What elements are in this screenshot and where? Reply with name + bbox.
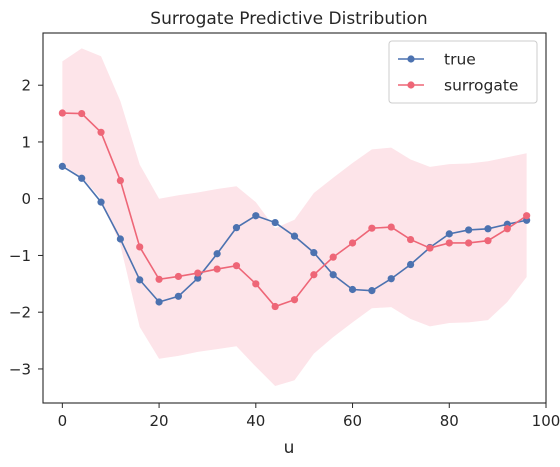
data-point-surrogate <box>426 244 434 252</box>
data-point-true <box>232 224 241 232</box>
data-point-true <box>252 212 260 220</box>
data-point-surrogate <box>136 243 144 251</box>
x-tick-label: 80 <box>440 412 459 430</box>
data-point-true <box>387 275 395 283</box>
data-point-true <box>78 174 86 182</box>
y-tick-label: −2 <box>9 304 31 322</box>
data-point-surrogate <box>232 262 241 270</box>
data-point-true <box>368 287 376 295</box>
data-point-true <box>445 230 453 238</box>
y-tick-label: 1 <box>21 133 31 151</box>
data-point-surrogate <box>310 271 318 279</box>
data-point-true <box>406 260 415 269</box>
y-tick-label: 2 <box>21 77 31 95</box>
data-point-surrogate <box>523 212 531 220</box>
data-point-surrogate <box>484 237 492 245</box>
legend-label-surrogate: surrogate <box>444 77 518 95</box>
data-point-surrogate <box>348 239 357 247</box>
x-axis-ticks: 0 20 40 60 80 100 <box>58 403 560 430</box>
x-tick-label: 60 <box>343 412 362 430</box>
data-point-true <box>329 271 337 279</box>
data-point-true <box>136 276 144 284</box>
data-point-surrogate <box>271 302 279 311</box>
x-tick-label: 100 <box>532 412 560 430</box>
legend-label-true: true <box>444 51 476 69</box>
legend: true surrogate <box>388 40 538 104</box>
data-point-true <box>271 218 279 227</box>
data-point-surrogate <box>194 269 202 277</box>
data-point-true <box>310 249 318 257</box>
data-point-surrogate <box>387 223 395 231</box>
series-layer <box>58 109 531 311</box>
data-point-true <box>194 274 202 282</box>
y-tick-label: −3 <box>9 360 31 378</box>
data-point-surrogate <box>290 296 299 304</box>
data-point-true <box>348 285 357 294</box>
x-tick-label: 0 <box>58 412 68 430</box>
surrogate-confidence-band <box>62 48 527 386</box>
y-tick-label: 0 <box>21 190 31 208</box>
data-point-surrogate <box>116 176 124 185</box>
data-point-surrogate <box>329 253 337 261</box>
legend-marker-true <box>407 55 415 63</box>
data-point-true <box>213 250 221 258</box>
data-point-true <box>97 198 105 206</box>
series-surrogate <box>58 109 531 311</box>
data-point-surrogate <box>97 128 105 136</box>
legend-box <box>388 40 538 104</box>
chart-title: Surrogate Predictive Distribution <box>150 9 427 29</box>
data-point-true <box>155 298 163 306</box>
x-tick-label: 20 <box>150 412 169 430</box>
data-point-surrogate <box>58 109 66 117</box>
data-point-surrogate <box>78 109 86 118</box>
data-point-true <box>116 235 124 243</box>
legend-marker-surrogate <box>407 81 415 89</box>
data-point-surrogate <box>155 275 163 283</box>
plot-frame <box>42 32 547 404</box>
x-tick-label: 40 <box>246 412 265 430</box>
data-point-surrogate <box>445 239 453 247</box>
y-tick-label: −1 <box>9 247 31 265</box>
data-point-surrogate <box>213 265 221 273</box>
data-point-true <box>290 232 299 240</box>
data-point-true <box>58 162 66 170</box>
data-point-true <box>174 292 183 300</box>
data-point-surrogate <box>174 272 183 281</box>
data-point-true <box>465 226 473 234</box>
confidence-band-layer <box>62 48 527 386</box>
data-point-surrogate <box>406 235 415 244</box>
data-point-true <box>484 225 492 233</box>
y-axis-ticks: −3 −2 −1 0 1 2 <box>9 77 43 378</box>
data-point-surrogate <box>503 225 511 233</box>
data-point-surrogate <box>465 239 473 247</box>
data-point-surrogate <box>252 280 260 288</box>
x-axis-label: u <box>284 438 295 458</box>
data-point-surrogate <box>368 224 376 232</box>
